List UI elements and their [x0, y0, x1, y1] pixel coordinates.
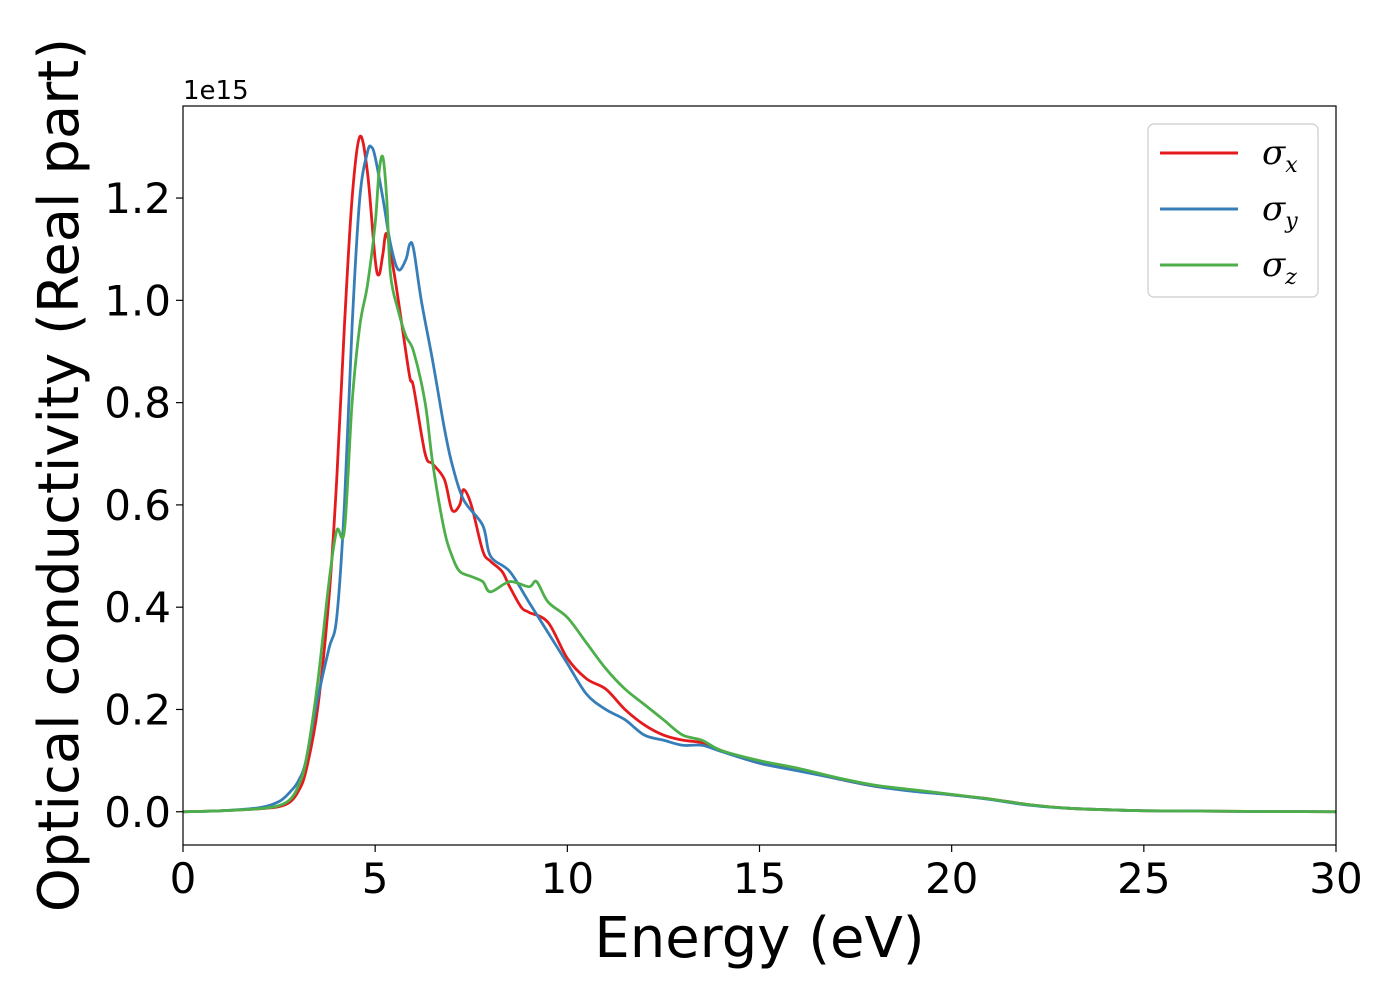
- legend: σx σy σz: [1147, 123, 1319, 298]
- x-tick-label: 20: [925, 854, 978, 903]
- y-tick-label: 0.0: [104, 788, 171, 837]
- x-tick-label: 0: [170, 854, 197, 903]
- x-axis-label: Energy (eV): [594, 906, 924, 971]
- legend-label-y: σy: [1262, 189, 1298, 234]
- y-tick-label: 0.8: [104, 379, 171, 428]
- y-axis-label: Optical conductivity (Real part): [27, 38, 92, 912]
- y-offset-label: 1e15: [183, 76, 249, 106]
- y-tick-label: 1.0: [104, 276, 171, 325]
- x-tick-label: 25: [1117, 854, 1170, 903]
- plot-area: [182, 105, 1337, 846]
- x-tick-label: 30: [1309, 854, 1362, 903]
- y-axis: 0.0 0.2 0.4 0.6 0.8 1.0 1.2: [104, 174, 183, 837]
- x-tick-label: 5: [362, 854, 389, 903]
- y-tick-label: 0.6: [104, 481, 171, 530]
- series-line-z: [183, 154, 1336, 814]
- x-axis: 0 5 10 15 20 25 30: [170, 845, 1363, 903]
- y-tick-label: 1.2: [104, 174, 171, 223]
- y-tick-label: 0.2: [104, 685, 171, 734]
- series-group: [183, 134, 1336, 814]
- legend-label-x: σx: [1262, 133, 1298, 178]
- legend-label-z: σz: [1262, 245, 1297, 290]
- x-tick-label: 10: [541, 854, 594, 903]
- x-tick-label: 15: [733, 854, 786, 903]
- y-tick-label: 0.4: [104, 583, 171, 632]
